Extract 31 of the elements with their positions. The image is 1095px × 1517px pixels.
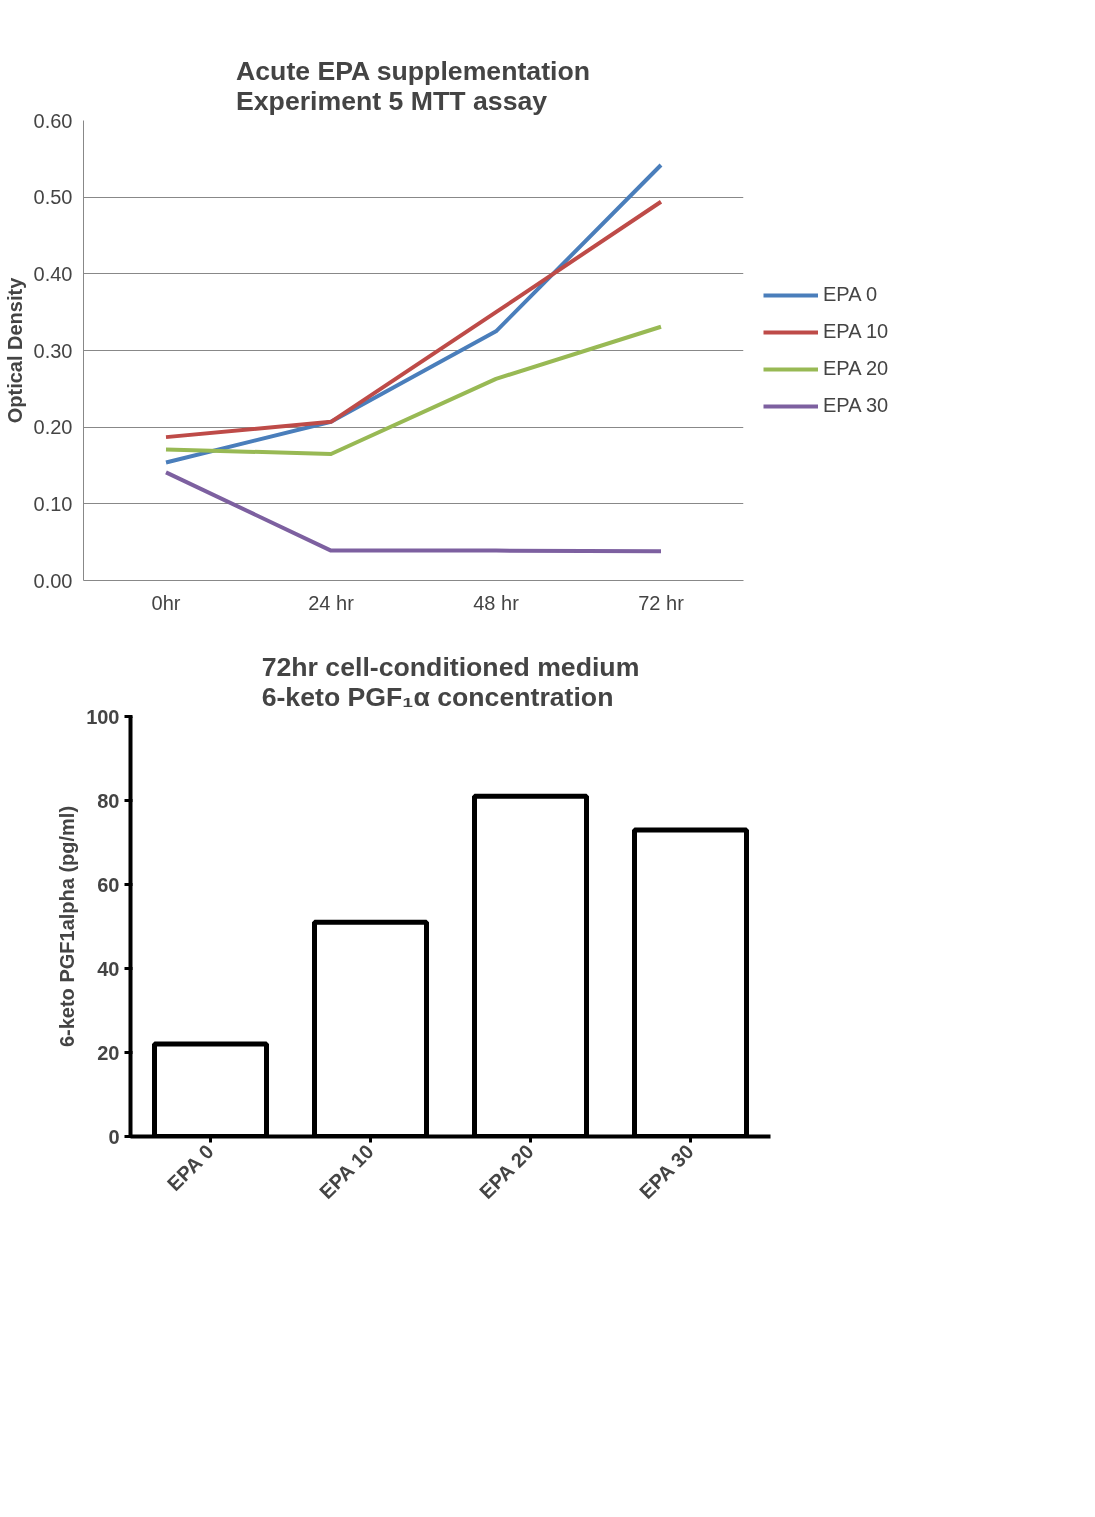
y-tick-label: 0.30 (33, 339, 73, 362)
x-tick-label: EPA 20 (475, 1140, 538, 1203)
x-tick-label: 48 hr (473, 591, 520, 614)
chart-title: 72hr cell-conditioned medium 6-keto PGF₁α concentration (261, 651, 640, 712)
y-tick-label: 0.40 (33, 262, 73, 285)
legend-label: EPA 10 (823, 320, 889, 343)
y-tick-label: 60 (97, 873, 120, 896)
y-tick-label: 0.20 (33, 416, 73, 439)
y-tick-label: 0.10 (33, 492, 73, 515)
y-tick-label: 40 (97, 957, 120, 980)
y-tick-label: 20 (97, 1041, 120, 1064)
legend-label: EPA 20 (823, 357, 889, 380)
x-tick-label: EPA 10 (315, 1140, 378, 1203)
x-tick-label: 24 hr (308, 591, 355, 614)
y-tick-label: 100 (86, 705, 120, 728)
line-series (164, 199, 663, 440)
x-tick-label: 0hr (151, 591, 181, 614)
x-tick-label: EPA 30 (635, 1140, 698, 1203)
y-tick-label: 0 (108, 1125, 120, 1148)
x-tick-label: 72 hr (638, 591, 685, 614)
y-axis-title: 6-keto PGF1alpha (pg/ml) (56, 805, 79, 1048)
y-tick-label: 0.50 (33, 186, 73, 209)
line-series (164, 324, 663, 456)
legend-label: EPA 0 (823, 283, 878, 306)
legend-label: EPA 30 (823, 394, 889, 417)
chart-title: Acute EPA supplementation Experiment 5 MTT assay (236, 55, 590, 116)
y-tick-label: 0.00 (33, 569, 73, 592)
y-tick-label: 80 (97, 789, 120, 812)
y-tick-label: 0.60 (33, 109, 73, 132)
x-tick-label: EPA 0 (162, 1140, 218, 1196)
y-axis-title: Optical Density (3, 276, 26, 424)
